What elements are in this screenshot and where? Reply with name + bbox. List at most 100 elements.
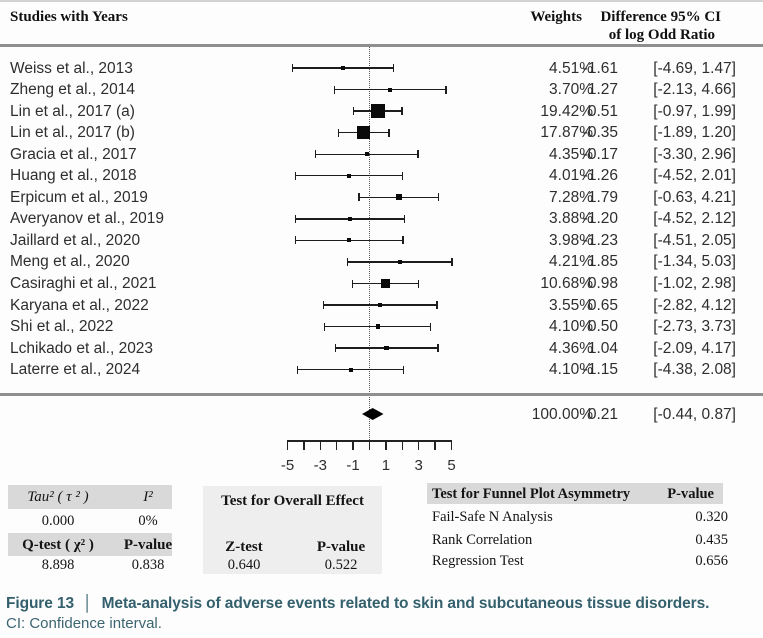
study-ci-cap-left	[352, 107, 355, 116]
study-ci-cap-right	[388, 128, 390, 137]
study-marker	[395, 194, 402, 201]
funnel-table-title: Test for Funnel Plot Asymmetry	[432, 486, 631, 502]
funnel-row-value: 0.320	[695, 509, 728, 525]
study-ci-cap-left	[294, 236, 297, 245]
study-ci-text: -1.26 [-4.52, 2.01]	[582, 167, 736, 185]
study-ci-text: -0.17 [-3.30, 2.96]	[582, 145, 736, 163]
study-weight: 4.51%	[549, 59, 593, 77]
q-test-value: 8.898	[41, 557, 75, 573]
study-marker	[348, 367, 353, 372]
axis-tick-label: 3	[414, 457, 423, 474]
study-ci-text: -1.15 [-4.38, 2.08]	[582, 361, 736, 379]
study-weight: 4.21%	[549, 253, 593, 271]
funnel-row-label: Fail-Safe N Analysis	[432, 509, 553, 525]
study-ci-cap-right	[429, 322, 432, 331]
study-ci-cap-right	[445, 85, 447, 94]
study-ci-text: 0.65 [-2.82, 4.12]	[587, 296, 736, 314]
overall-weight: 100.00%	[531, 406, 593, 423]
study-ci-cap-right	[417, 279, 420, 288]
qtest-header-bg	[8, 533, 172, 556]
study-ci-text: 0.50 [-2.73, 3.73]	[587, 318, 736, 336]
study-ci-cap-left	[296, 365, 299, 374]
study-ci-cap-right	[402, 236, 404, 245]
study-weight: 4.35%	[549, 145, 593, 163]
column-header-difference-line1: Difference 95% CI	[600, 9, 721, 25]
z-test-label: Z-test	[225, 539, 263, 555]
study-marker	[378, 303, 383, 307]
study-ci-text: -0.35 [-1.89, 1.20]	[582, 124, 736, 142]
zero-reference-line	[369, 47, 370, 440]
overall-effect-table-bg	[203, 486, 382, 574]
study-weight: 4.10%	[549, 318, 593, 336]
column-header-studies: Studies with Years	[10, 9, 128, 25]
i-squared-label: I²	[143, 489, 153, 505]
axis-tick	[336, 440, 338, 450]
axis-tick-label: 5	[447, 457, 456, 474]
axis-tick	[418, 440, 420, 450]
study-marker	[381, 279, 390, 288]
funnel-row-value: 0.435	[695, 532, 728, 548]
study-label: Huang et al., 2018	[10, 167, 137, 185]
overall-effect-p-label: P-value	[316, 539, 366, 555]
study-ci-text: 1.79 [-0.63, 4.21]	[587, 188, 736, 206]
i-squared-value: 0%	[138, 513, 158, 529]
study-ci-text: 1.04 [-2.09, 4.17]	[587, 339, 736, 357]
overall-interval-value: [-0.44, 0.87]	[653, 406, 736, 423]
overall-estimate-value: 0.21	[587, 406, 618, 423]
figure-caption-note: CI: Confidence interval.	[6, 615, 162, 632]
study-ci-cap-left	[291, 64, 294, 72]
study-label: Weiss et al., 2013	[10, 59, 133, 77]
study-ci-cap-right	[437, 193, 440, 202]
q-test-p-label: P-value	[123, 537, 173, 553]
study-marker	[364, 151, 369, 157]
study-weight: 3.70%	[549, 81, 593, 99]
tau-squared-value: 0.000	[41, 513, 75, 529]
overall-effect-p-value: 0.522	[324, 557, 358, 573]
study-label: Lin et al., 2017 (b)	[10, 124, 135, 142]
axis-tick	[286, 440, 289, 450]
study-ci-cap-right	[436, 301, 438, 310]
study-label: Gracia et al., 2017	[10, 145, 137, 163]
study-weight: 3.98%	[549, 231, 593, 249]
study-label: Laterre et al., 2024	[10, 361, 141, 379]
study-weight: 7.28%	[549, 188, 593, 206]
study-marker	[375, 324, 380, 329]
funnel-header-bg	[427, 483, 723, 504]
study-weight: 4.36%	[549, 339, 593, 357]
study-marker	[347, 216, 352, 221]
study-label: Lin et al., 2017 (a)	[10, 102, 135, 120]
study-ci-text: 1.27 [-2.13, 4.66]	[587, 81, 736, 99]
study-ci-text: -1.20 [-4.52, 2.12]	[582, 210, 736, 228]
figure-caption-separator: │	[83, 595, 93, 612]
column-header-difference: Difference 95% CI of log Odd Ratio	[586, 8, 721, 44]
overall-ci-text: 0.21 [-0.44, 0.87]	[560, 404, 736, 425]
study-label: Lchikado et al., 2023	[10, 339, 154, 357]
summary-separator-line	[0, 393, 763, 396]
study-ci-cap-left	[358, 193, 360, 202]
study-ci-cap-left	[324, 322, 326, 331]
study-ci-cap-left	[337, 128, 340, 137]
study-marker	[357, 126, 370, 139]
study-ci-cap-right	[417, 150, 419, 159]
overall-effect-title: Test for Overall Effect	[221, 493, 364, 509]
study-weight: 17.87%	[540, 124, 593, 142]
study-marker	[346, 173, 351, 178]
z-test-value: 0.640	[227, 557, 261, 573]
axis-tick	[319, 440, 321, 450]
q-test-label: Q-test ( χ² )	[22, 537, 94, 553]
axis-tick	[434, 440, 436, 450]
study-weight: 3.88%	[549, 210, 593, 228]
study-ci-cap-right	[437, 344, 439, 353]
funnel-row-label: Regression Test	[432, 553, 524, 569]
column-header-weights: Weights	[530, 9, 582, 25]
study-label: Meng et al., 2020	[10, 253, 130, 271]
axis-tick-label: -1	[346, 457, 360, 474]
axis-tick-label: -3	[313, 457, 327, 474]
study-ci-text: 0.51 [-0.97, 1.99]	[587, 102, 736, 120]
study-ci-cap-left	[334, 344, 336, 353]
axis-tick	[450, 440, 453, 450]
study-ci-cap-right	[451, 257, 453, 266]
study-ci-cap-left	[333, 85, 336, 94]
figure-caption-label: Figure 13	[6, 595, 75, 612]
